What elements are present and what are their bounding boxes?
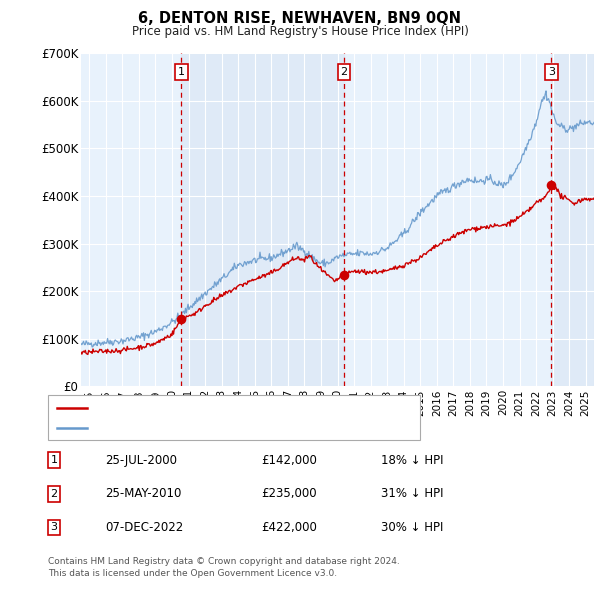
Bar <box>551 53 594 386</box>
Text: 1: 1 <box>50 455 58 465</box>
Text: 3: 3 <box>548 67 555 77</box>
Bar <box>81 53 594 386</box>
Bar <box>181 53 344 386</box>
Text: £142,000: £142,000 <box>261 454 317 467</box>
Point <box>340 270 349 279</box>
Text: 25-JUL-2000: 25-JUL-2000 <box>105 454 177 467</box>
Text: 25-MAY-2010: 25-MAY-2010 <box>105 487 181 500</box>
Point <box>547 181 556 190</box>
Text: This data is licensed under the Open Government Licence v3.0.: This data is licensed under the Open Gov… <box>48 569 337 578</box>
Text: Price paid vs. HM Land Registry's House Price Index (HPI): Price paid vs. HM Land Registry's House … <box>131 25 469 38</box>
Text: Contains HM Land Registry data © Crown copyright and database right 2024.: Contains HM Land Registry data © Crown c… <box>48 558 400 566</box>
Text: 2: 2 <box>50 489 58 499</box>
Text: 18% ↓ HPI: 18% ↓ HPI <box>381 454 443 467</box>
Text: 31% ↓ HPI: 31% ↓ HPI <box>381 487 443 500</box>
Text: 6, DENTON RISE, NEWHAVEN, BN9 0QN: 6, DENTON RISE, NEWHAVEN, BN9 0QN <box>139 11 461 25</box>
Text: 30% ↓ HPI: 30% ↓ HPI <box>381 521 443 534</box>
Text: £235,000: £235,000 <box>261 487 317 500</box>
Text: HPI: Average price, detached house, Lewes: HPI: Average price, detached house, Lewe… <box>93 424 318 434</box>
Text: 6, DENTON RISE, NEWHAVEN, BN9 0QN (detached house): 6, DENTON RISE, NEWHAVEN, BN9 0QN (detac… <box>93 403 393 412</box>
Text: £422,000: £422,000 <box>261 521 317 534</box>
Point <box>176 314 186 323</box>
Text: 3: 3 <box>50 523 58 532</box>
Text: 07-DEC-2022: 07-DEC-2022 <box>105 521 183 534</box>
Text: 1: 1 <box>178 67 185 77</box>
Text: 2: 2 <box>341 67 347 77</box>
